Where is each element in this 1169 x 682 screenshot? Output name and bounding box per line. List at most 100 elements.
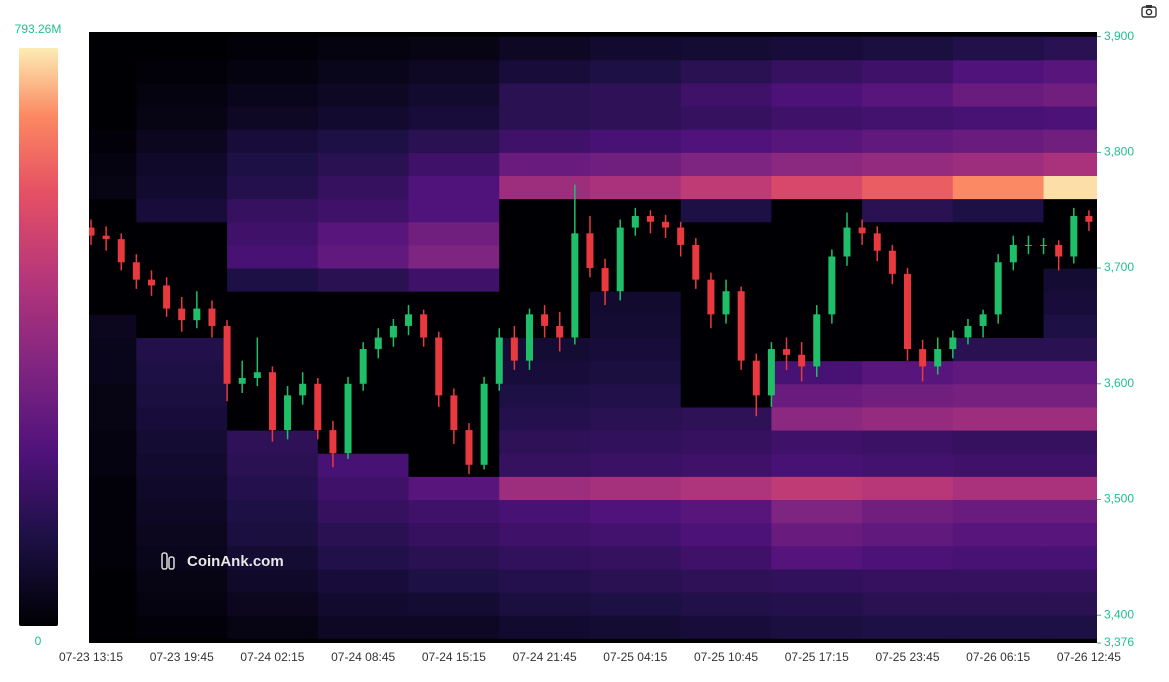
candle-body (525, 314, 533, 361)
heat-cell (1043, 198, 1097, 223)
heat-cell (952, 129, 1045, 153)
heat-cell (136, 152, 228, 176)
heat-cell (589, 337, 682, 362)
heat-cell (1043, 106, 1097, 130)
heat-cell (771, 476, 863, 501)
heat-cell (408, 592, 500, 616)
heat-cell (499, 499, 591, 524)
heat-cell (862, 568, 954, 593)
heat-cell (680, 198, 772, 223)
candle-body (223, 325, 231, 384)
heat-cell (771, 152, 863, 176)
colorbar-label: 0 (35, 634, 42, 648)
heat-cell (862, 36, 954, 61)
candle-body (359, 349, 367, 384)
heat-cell (317, 476, 410, 501)
candle-body (541, 314, 549, 326)
y-tick-label: 3,700 (1104, 260, 1134, 274)
heat-cell (227, 430, 319, 454)
heat-cell (589, 314, 682, 338)
colorbar (19, 48, 58, 626)
heat-cell (589, 592, 682, 616)
heat-cell (862, 545, 954, 570)
heat-cell (589, 406, 682, 431)
heat-cell (227, 106, 319, 130)
heat-cell (227, 592, 319, 616)
heat-cell (317, 453, 410, 477)
heat-cell (771, 383, 863, 408)
x-tick-label: 07-25 04:15 (603, 650, 667, 664)
heat-cell (952, 337, 1045, 362)
heat-cell (1043, 453, 1097, 477)
heat-cell (952, 545, 1045, 570)
heat-cell (317, 198, 410, 223)
candle-body (314, 383, 322, 431)
heat-cell (408, 522, 500, 547)
heat-cell (317, 545, 410, 570)
heat-cell (862, 175, 954, 200)
heat-cell (952, 406, 1045, 431)
heat-cell (680, 522, 772, 547)
heat-cell (952, 106, 1045, 130)
heat-cell (317, 36, 410, 61)
heat-cell (317, 615, 410, 639)
heat-cell (89, 314, 137, 338)
heat-cell (680, 244, 772, 269)
candle-body (873, 233, 881, 251)
heat-cell (317, 268, 410, 292)
heat-cell (862, 198, 954, 223)
heat-cell (680, 406, 772, 431)
heat-cell (317, 522, 410, 547)
heat-cell (589, 522, 682, 547)
heat-cell (227, 314, 319, 338)
heat-cell (952, 314, 1045, 338)
heat-cell (89, 82, 137, 107)
candle-body (163, 285, 171, 309)
heat-cell (680, 592, 772, 616)
heat-cell (952, 453, 1045, 477)
heat-cell (680, 453, 772, 477)
watermark: CoinAnk.com (161, 552, 284, 570)
heat-cell (89, 406, 137, 431)
heat-cell (1043, 545, 1097, 570)
heat-cell (680, 360, 772, 385)
candle-body (707, 279, 715, 315)
heat-cell (499, 360, 591, 385)
heat-cell (499, 337, 591, 362)
candle-body (798, 354, 806, 367)
heat-cell (589, 106, 682, 130)
candle-body (450, 395, 458, 431)
heat-cell (680, 568, 772, 593)
heat-cell (408, 615, 500, 639)
heat-cell (408, 198, 500, 223)
candle-body (435, 337, 443, 396)
y-tick-label: 3,600 (1104, 376, 1134, 390)
heat-cell (589, 152, 682, 176)
y-tick-label: 3,800 (1104, 145, 1134, 159)
camera-icon[interactable] (1141, 5, 1157, 18)
heat-cell (680, 314, 772, 338)
heat-cell (499, 453, 591, 477)
heat-cell (89, 268, 137, 292)
heat-cell (408, 36, 500, 61)
heat-cell (589, 430, 682, 454)
candle-body (405, 314, 413, 326)
heat-cell (499, 59, 591, 84)
heat-cell (680, 430, 772, 454)
heat-cell (89, 36, 137, 61)
heat-cell (1043, 175, 1097, 200)
heat-cell (680, 36, 772, 61)
heat-cell (89, 106, 137, 130)
heat-cell (771, 592, 863, 616)
heat-cell (408, 291, 500, 315)
heat-cell (589, 615, 682, 639)
heat-cell (408, 499, 500, 524)
heat-cell (408, 545, 500, 570)
heat-cell (952, 360, 1045, 385)
heat-cell (771, 268, 863, 292)
heat-cell (227, 476, 319, 501)
heat-cell (862, 476, 954, 501)
heat-cell (227, 453, 319, 477)
heat-cell (408, 82, 500, 107)
heat-cell (499, 430, 591, 454)
